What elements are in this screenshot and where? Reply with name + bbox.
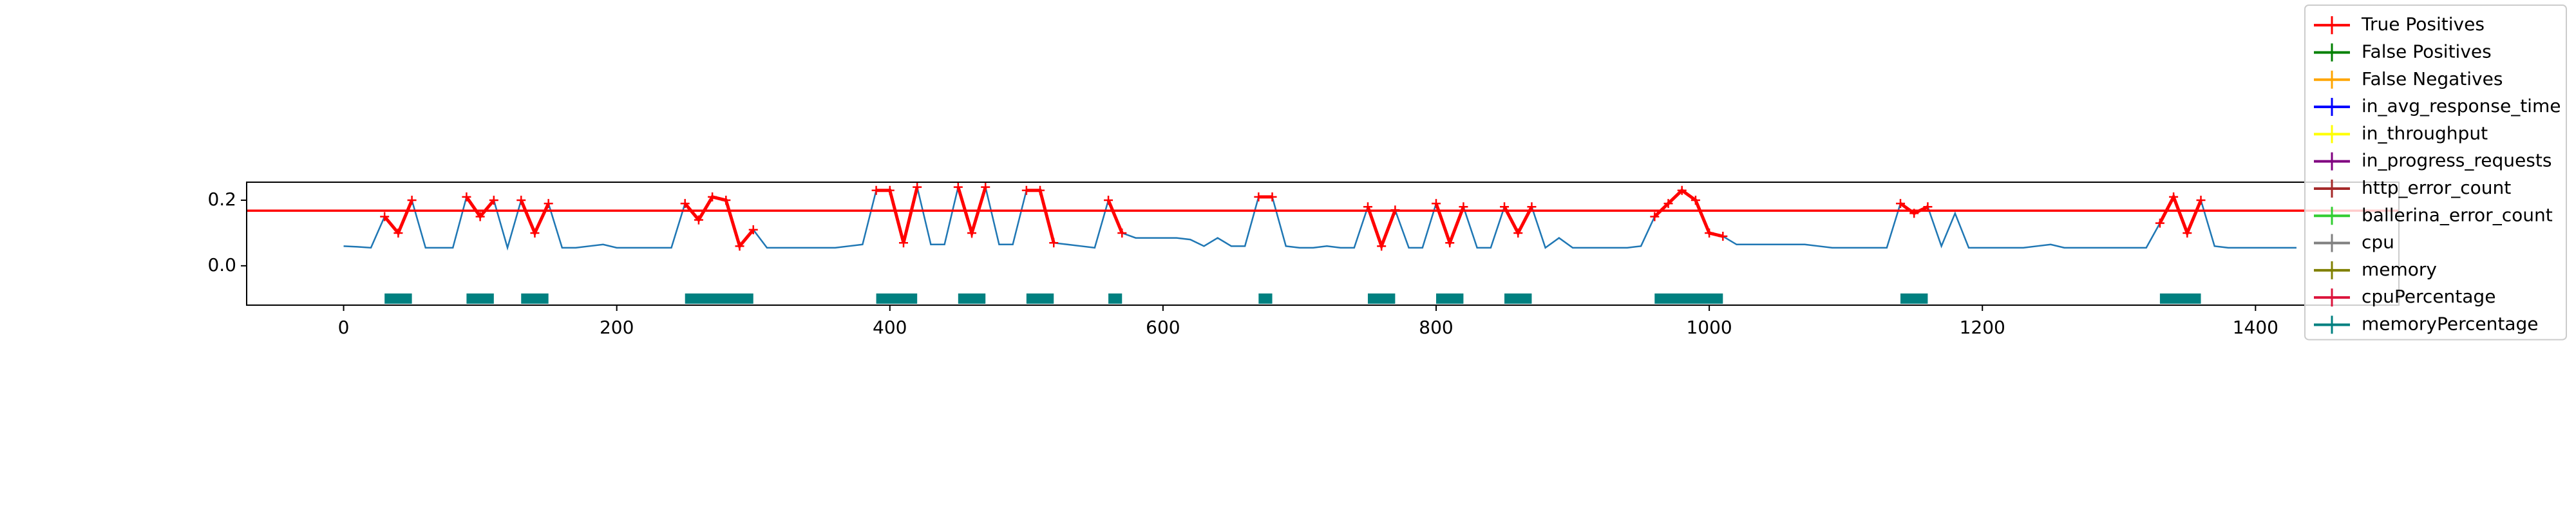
point-marker xyxy=(544,199,553,209)
point-marker xyxy=(1513,228,1523,238)
x-tick-label: 1200 xyxy=(1960,317,2005,338)
point-marker xyxy=(1432,199,1441,209)
series-line xyxy=(343,183,2297,251)
point-marker xyxy=(1036,185,1045,195)
point-marker xyxy=(1663,199,1673,209)
point-marker xyxy=(694,215,703,225)
legend-label: True Positives xyxy=(2361,14,2485,35)
legend-box xyxy=(2304,5,2567,341)
point-marker xyxy=(407,196,417,205)
point-marker xyxy=(2169,192,2179,201)
point-marker xyxy=(530,228,540,238)
legend-label: in_throughput xyxy=(2362,122,2488,144)
point-marker xyxy=(1690,196,1700,205)
point-marker xyxy=(380,212,390,221)
legend-label: http_error_count xyxy=(2362,177,2511,198)
point-marker xyxy=(1104,196,1113,205)
legend-label: in_avg_response_time xyxy=(2362,95,2561,117)
legend-label: memory xyxy=(2362,259,2437,280)
y-tick-label: 0.0 xyxy=(207,254,236,276)
legend-label: ballerina_error_count xyxy=(2362,204,2553,225)
x-tick-label: 400 xyxy=(873,317,907,338)
point-marker xyxy=(462,192,471,201)
x-tick-label: 1400 xyxy=(2233,317,2278,338)
point-marker xyxy=(953,182,963,192)
point-marker xyxy=(735,241,744,251)
point-marker xyxy=(721,196,731,205)
point-marker xyxy=(981,182,990,192)
point-marker xyxy=(885,185,895,195)
point-marker xyxy=(1445,238,1455,248)
legend-label: cpu xyxy=(2362,232,2394,253)
point-marker xyxy=(1677,185,1687,195)
point-marker xyxy=(1377,241,1387,251)
x-tick-label: 800 xyxy=(1419,317,1453,338)
point-marker xyxy=(2183,228,2192,238)
point-marker xyxy=(2196,196,2206,205)
point-marker xyxy=(475,212,485,221)
y-tick-label: 0.2 xyxy=(207,189,236,210)
x-tick-label: 1000 xyxy=(1686,317,1732,338)
legend-label: False Positives xyxy=(2362,41,2492,62)
x-tick-label: 600 xyxy=(1146,317,1180,338)
point-marker xyxy=(913,182,922,192)
series-line xyxy=(1653,188,1723,238)
point-marker xyxy=(1021,185,1031,195)
legend-label: memoryPercentage xyxy=(2362,313,2539,334)
series-line xyxy=(2158,192,2202,238)
plot-area: 0 200 400 600 800 1000 1200 1400 0.0 0.2 xyxy=(207,182,2400,338)
x-tick-label: 200 xyxy=(600,317,634,338)
x-tick-label: 0 xyxy=(338,317,350,338)
point-marker xyxy=(1650,212,1660,221)
legend: True Positives False Positives False Negat… xyxy=(2304,5,2567,341)
series-line xyxy=(519,200,550,238)
legend-label: cpuPercentage xyxy=(2362,286,2496,307)
series-line xyxy=(1026,189,1056,243)
axes-frame xyxy=(246,182,2400,306)
point-marker xyxy=(871,185,881,195)
series-line xyxy=(1106,200,1124,234)
point-marker xyxy=(393,228,403,238)
point-marker xyxy=(748,225,758,234)
point-marker xyxy=(1117,228,1127,238)
series-line xyxy=(876,187,919,243)
point-marker xyxy=(1267,192,1277,201)
point-marker xyxy=(1896,199,1905,209)
point-marker xyxy=(1049,238,1059,248)
point-marker xyxy=(1254,192,1264,201)
point-marker xyxy=(516,196,526,205)
point-marker xyxy=(1718,232,1728,241)
series-line xyxy=(1366,206,1397,251)
point-marker xyxy=(967,228,977,238)
point-marker xyxy=(898,238,908,248)
point-marker xyxy=(489,196,498,205)
point-marker xyxy=(1705,228,1714,238)
point-marker xyxy=(708,192,717,201)
point-marker xyxy=(2155,218,2164,228)
point-marker xyxy=(680,199,690,209)
legend-label: in_progress_requests xyxy=(2362,150,2552,171)
series-line xyxy=(1434,203,1465,248)
series-line xyxy=(683,195,755,250)
legend-label: False Negatives xyxy=(2362,68,2503,89)
